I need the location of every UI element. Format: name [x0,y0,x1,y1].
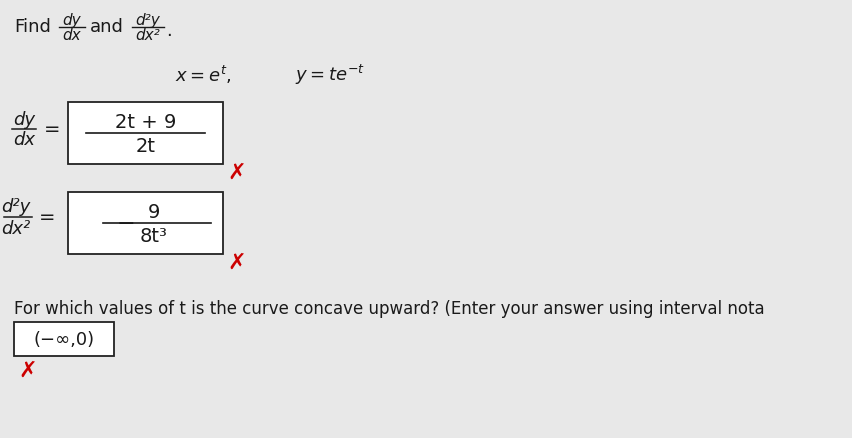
Text: dy: dy [62,14,81,28]
Text: −: − [116,213,135,233]
Text: .: . [166,22,171,40]
Text: $x = e^t,$: $x = e^t,$ [175,64,231,86]
Text: and: and [90,18,124,36]
Text: d²y: d²y [135,14,160,28]
Text: dy: dy [13,111,35,129]
Text: ✗: ✗ [227,252,245,272]
Text: 8t³: 8t³ [140,227,167,246]
Text: $y = te^{-t}$: $y = te^{-t}$ [295,63,365,87]
FancyBboxPatch shape [68,103,222,165]
Text: ✗: ✗ [18,360,37,380]
FancyBboxPatch shape [14,322,114,356]
Text: dx: dx [13,131,35,148]
Text: 9: 9 [147,203,159,222]
Text: 2t: 2t [135,137,155,156]
Text: =: = [39,208,55,227]
Text: d²y: d²y [2,198,31,215]
Text: =: = [44,120,60,139]
Text: ✗: ✗ [227,162,245,183]
Text: dx²: dx² [135,28,160,42]
Text: 2t + 9: 2t + 9 [115,113,176,132]
Text: For which values of t is the curve concave upward? (Enter your answer using inte: For which values of t is the curve conca… [14,299,763,317]
Text: dx²: dx² [2,219,31,237]
Text: (−∞,0): (−∞,0) [33,330,95,348]
Text: Find: Find [14,18,51,36]
FancyBboxPatch shape [68,193,222,254]
Text: dx: dx [62,28,81,42]
